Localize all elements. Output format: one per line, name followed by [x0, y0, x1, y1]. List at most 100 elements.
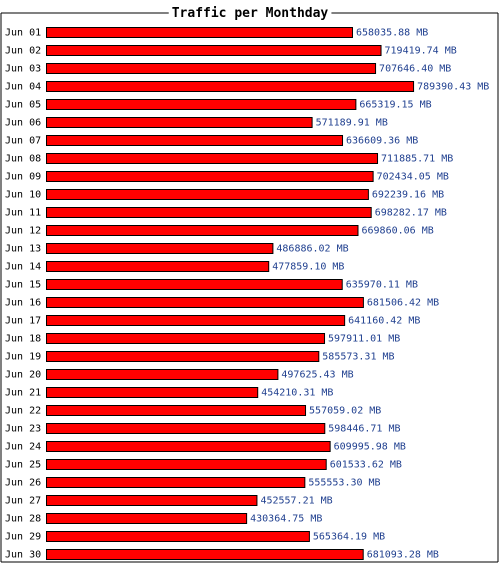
bar	[46, 189, 369, 200]
category-label: Jun 07	[5, 136, 41, 147]
value-label: 497625.43 MB	[281, 370, 353, 381]
bar-row: Jun 04 789390.43 MB	[5, 81, 489, 93]
bar-row: Jun 25 601533.62 MB	[5, 459, 402, 471]
bar	[46, 549, 364, 560]
bar-row: Jun 17 641160.42 MB	[5, 315, 420, 327]
value-label: 430364.75 MB	[250, 514, 322, 525]
bar-row: Jun 15 635970.11 MB	[5, 279, 418, 291]
bar	[46, 117, 313, 128]
value-label: 486886.02 MB	[276, 244, 348, 255]
category-label: Jun 02	[5, 46, 41, 57]
value-label: 597911.01 MB	[328, 334, 400, 345]
category-label: Jun 03	[5, 64, 41, 75]
bar-row: Jun 01 658035.88 MB	[5, 27, 428, 39]
value-label: 692239.16 MB	[372, 190, 444, 201]
bar	[46, 99, 357, 110]
category-label: Jun 06	[5, 118, 41, 129]
bar-row: Jun 22 557059.02 MB	[5, 405, 381, 417]
bar	[46, 423, 326, 434]
chart-frame	[0, 12, 499, 563]
bar	[46, 243, 274, 254]
value-label: 658035.88 MB	[356, 28, 428, 39]
bar-row: Jun 16 681506.42 MB	[5, 297, 439, 309]
value-label: 641160.42 MB	[348, 316, 420, 327]
bar-row: Jun 13 486886.02 MB	[5, 243, 349, 255]
value-label: 665319.15 MB	[359, 100, 431, 111]
category-label: Jun 11	[5, 208, 41, 219]
bar-row: Jun 29 565364.19 MB	[5, 531, 385, 543]
category-label: Jun 27	[5, 496, 41, 507]
bar	[46, 441, 331, 452]
bar-row: Jun 09 702434.05 MB	[5, 171, 449, 183]
category-label: Jun 09	[5, 172, 41, 183]
category-label: Jun 08	[5, 154, 41, 165]
value-label: 585573.31 MB	[322, 352, 394, 363]
bar	[46, 369, 279, 380]
bar-row: Jun 20 497625.43 MB	[5, 369, 354, 381]
bar-row: Jun 26 555553.30 MB	[5, 477, 381, 489]
category-label: Jun 28	[5, 514, 41, 525]
category-label: Jun 10	[5, 190, 41, 201]
category-label: Jun 26	[5, 478, 41, 489]
bar	[46, 531, 310, 542]
bar	[46, 207, 372, 218]
value-label: 452557.21 MB	[260, 496, 332, 507]
value-label: 711885.71 MB	[381, 154, 453, 165]
value-label: 557059.02 MB	[309, 406, 381, 417]
value-label: 565364.19 MB	[313, 532, 385, 543]
category-label: Jun 12	[5, 226, 41, 237]
bar	[46, 171, 374, 182]
bar	[46, 63, 377, 74]
value-label: 598446.71 MB	[328, 424, 400, 435]
bar-row: Jun 11 698282.17 MB	[5, 207, 447, 219]
category-label: Jun 30	[5, 550, 41, 561]
category-label: Jun 15	[5, 280, 41, 291]
category-label: Jun 22	[5, 406, 41, 417]
value-label: 636609.36 MB	[346, 136, 418, 147]
bar-row: Jun 03 707646.40 MB	[5, 63, 451, 75]
bar-row: Jun 28 430364.75 MB	[5, 513, 322, 525]
bar	[46, 315, 346, 326]
bar-row: Jun 08 711885.71 MB	[5, 153, 453, 165]
bar-row: Jun 23 598446.71 MB	[5, 423, 401, 435]
bar	[46, 261, 270, 272]
bar-row: Jun 12 669860.06 MB	[5, 225, 434, 237]
value-label: 571189.91 MB	[316, 118, 388, 129]
bar	[46, 225, 359, 236]
value-label: 707646.40 MB	[379, 64, 451, 75]
bar-row: Jun 02 719419.74 MB	[5, 45, 457, 57]
value-label: 702434.05 MB	[377, 172, 449, 183]
value-label: 681093.28 MB	[367, 550, 439, 561]
category-label: Jun 14	[5, 262, 41, 273]
bar	[46, 459, 327, 470]
category-label: Jun 29	[5, 532, 41, 543]
bar	[46, 513, 248, 524]
bar-row: Jun 10 692239.16 MB	[5, 189, 444, 201]
bar	[46, 333, 326, 344]
value-label: 477859.10 MB	[272, 262, 344, 273]
category-label: Jun 24	[5, 442, 41, 453]
category-label: Jun 04	[5, 82, 41, 93]
category-label: Jun 18	[5, 334, 41, 345]
bar-row: Jun 05 665319.15 MB	[5, 99, 432, 111]
bar	[46, 153, 379, 164]
bar-row: Jun 24 609995.98 MB	[5, 441, 406, 453]
category-label: Jun 25	[5, 460, 41, 471]
category-label: Jun 20	[5, 370, 41, 381]
category-label: Jun 16	[5, 298, 41, 309]
bar	[46, 405, 307, 416]
category-label: Jun 21	[5, 388, 41, 399]
value-label: 789390.43 MB	[417, 82, 489, 93]
category-label: Jun 01	[5, 28, 41, 39]
category-label: Jun 23	[5, 424, 41, 435]
bar	[46, 297, 364, 308]
bar	[46, 351, 320, 362]
category-label: Jun 17	[5, 316, 41, 327]
bar	[46, 495, 258, 506]
bar	[46, 387, 259, 398]
category-label: Jun 05	[5, 100, 41, 111]
value-label: 555553.30 MB	[308, 478, 380, 489]
category-label: Jun 19	[5, 352, 41, 363]
